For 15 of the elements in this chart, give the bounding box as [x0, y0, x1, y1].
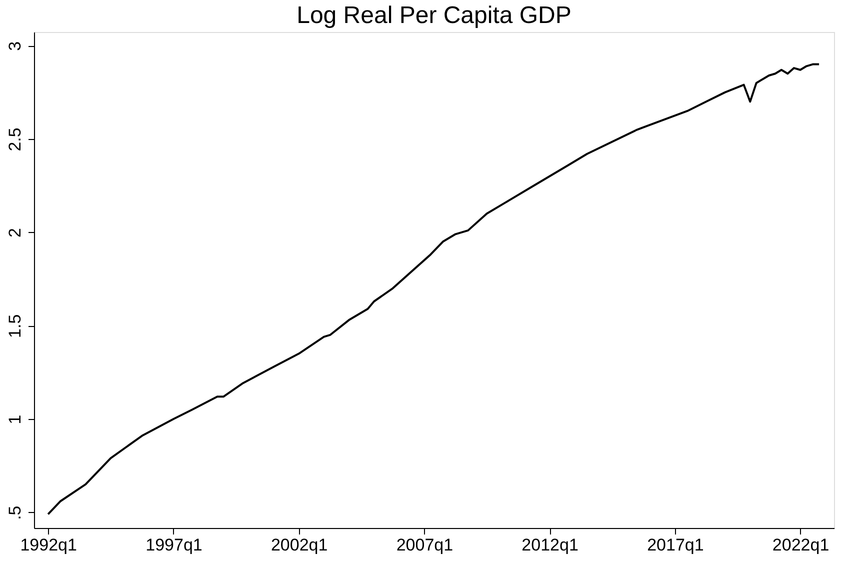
y-tick-label: .5 — [6, 506, 24, 520]
x-tick-label: 1992q1 — [20, 536, 77, 554]
y-tick-label: 2 — [6, 228, 24, 238]
chart-title: Log Real Per Capita GDP — [296, 2, 572, 29]
y-tick-label: 2.5 — [6, 128, 24, 152]
x-tick-label: 2002q1 — [270, 536, 328, 554]
line-series — [47, 63, 820, 516]
y-tick-label: 3 — [6, 41, 24, 51]
x-tick-label: 1997q1 — [146, 536, 202, 554]
x-tick-label: 2022q1 — [772, 536, 830, 554]
y-tick-label: 1.5 — [6, 314, 24, 338]
x-tick-label: 2012q1 — [522, 536, 578, 554]
x-tick-label: 2017q1 — [647, 536, 704, 554]
x-tick-label: 2007q1 — [396, 536, 454, 554]
y-tick-label: 1 — [6, 414, 24, 424]
